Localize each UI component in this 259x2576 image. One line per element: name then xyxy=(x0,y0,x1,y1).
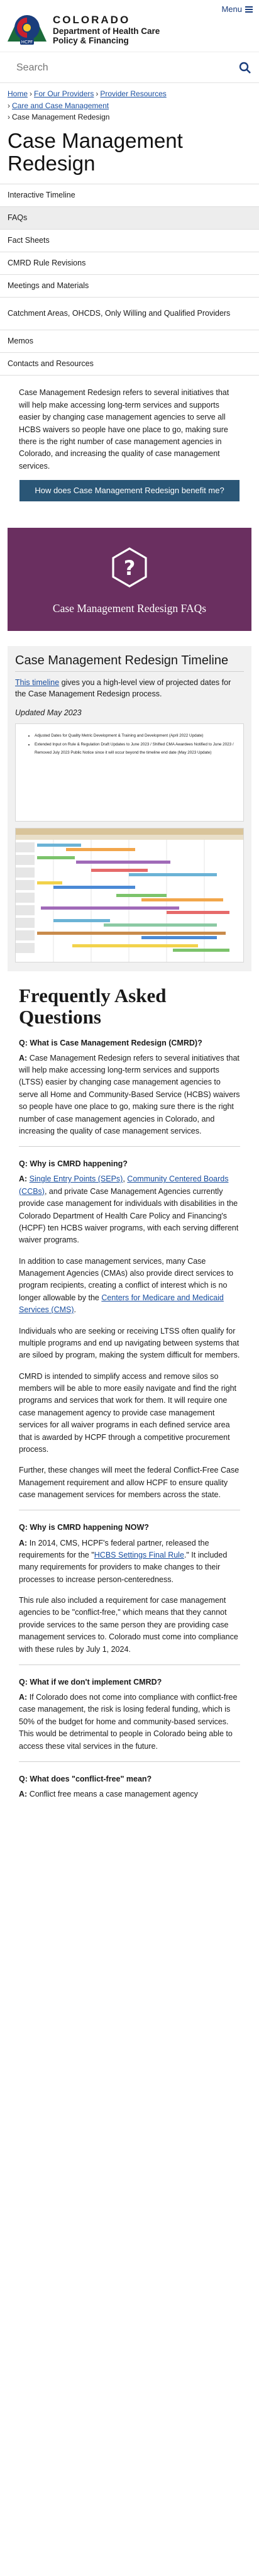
menu-label: Menu xyxy=(221,4,242,14)
breadcrumb-provider-resources[interactable]: Provider Resources xyxy=(100,89,167,98)
dept-line-2: Policy & Financing xyxy=(53,36,129,46)
breadcrumb: Home › For Our Providers › Provider Resource… xyxy=(8,89,167,122)
faq-answer-paragraph: In addition to case management services,… xyxy=(19,1256,234,1315)
faq-question: Q: What does "conflict-free" mean? xyxy=(19,1774,152,1783)
faq-answer-paragraph: Individuals who are seeking or receiving… xyxy=(19,1326,240,1360)
divider xyxy=(19,1146,240,1147)
section-nav: Interactive Timeline FAQs Fact Sheets CM… xyxy=(0,184,259,376)
faq-question: Q: Why is CMRD happening? xyxy=(19,1159,128,1169)
faq-answer: A: In 2014, CMS, HCPF's federal partner,… xyxy=(19,1538,228,1584)
colorado-logo-icon: HCPF xyxy=(6,14,48,45)
logo-badge-text: HCPF xyxy=(21,40,33,45)
breadcrumb-care-case-management[interactable]: Care and Case Management xyxy=(12,101,109,110)
faq-banner[interactable]: ? Case Management Redesign FAQs xyxy=(8,527,251,631)
nav-item-interactive-timeline[interactable]: Interactive Timeline xyxy=(0,184,259,208)
faq-answer: A: Case Management Redesign refers to se… xyxy=(19,1053,240,1135)
nav-item-cmrd-rule-revisions[interactable]: CMRD Rule Revisions xyxy=(0,252,259,276)
menu-button[interactable]: Menu xyxy=(221,4,253,16)
site-header: Menu HCPF COLORADO Department of Health … xyxy=(0,0,259,83)
breadcrumb-current: Case Management Redesign xyxy=(12,113,110,122)
timeline-note: Adjusted Dates for Quality Metric Develo… xyxy=(35,732,234,740)
state-name: COLORADO xyxy=(53,14,131,26)
faq-section: Frequently Asked Questions Q: What is Ca… xyxy=(0,971,259,1800)
timeline-gantt-image[interactable] xyxy=(15,828,244,963)
faq-question: Q: What if we don't implement CMRD? xyxy=(19,1677,162,1687)
page-title: Case Management Redesign xyxy=(8,128,183,176)
hamburger-icon xyxy=(245,5,253,14)
timeline-title: Case Management Redesign Timeline xyxy=(15,654,244,672)
faq-answer: A: Single Entry Points (SEPs), Community… xyxy=(19,1174,239,1245)
ccb-link[interactable]: Community Centered Boards (CCBs) xyxy=(19,1174,229,1196)
gantt-graphic xyxy=(16,828,243,962)
timeline-updated: Updated May 2023 xyxy=(15,708,82,718)
nav-item-memos[interactable]: Memos xyxy=(0,330,259,354)
timeline-update-notes: Adjusted Dates for Quality Metric Develo… xyxy=(15,723,244,822)
nav-item-contacts-resources[interactable]: Contacts and Resources xyxy=(0,353,259,376)
faq-answer: A: If Colorado does not come into compli… xyxy=(19,1693,238,1751)
intro-text: Case Management Redesign refers to sever… xyxy=(19,388,229,471)
nav-item-faqs[interactable]: FAQs xyxy=(0,207,259,230)
faq-banner-text: Case Management Redesign FAQs xyxy=(52,601,207,615)
timeline-link[interactable]: This timeline xyxy=(15,677,60,687)
timeline-description: This timeline gives you a high-level vie… xyxy=(15,677,231,699)
question-badge-icon: ? xyxy=(112,547,147,588)
nav-item-fact-sheets[interactable]: Fact Sheets xyxy=(0,230,259,253)
search-input[interactable] xyxy=(16,62,239,74)
intro-section: Case Management Redesign refers to sever… xyxy=(0,376,259,501)
cms-link[interactable]: Centers for Medicare and Medicaid Servic… xyxy=(19,1293,224,1315)
brand-text: COLORADO Department of Health Care Polic… xyxy=(53,14,160,46)
breadcrumb-home[interactable]: Home xyxy=(8,89,28,98)
faq-question: Q: Why is CMRD happening NOW? xyxy=(19,1523,149,1532)
benefit-me-button[interactable]: How does Case Management Redesign benefi… xyxy=(19,480,240,501)
timeline-section: Case Management Redesign Timeline This t… xyxy=(8,645,251,972)
faq-answer: A: Conflict free means a case management… xyxy=(19,1790,198,1798)
nav-item-catchment-areas[interactable]: Catchment Areas, OHCDS, Only Willing and… xyxy=(0,298,259,331)
sep-link[interactable]: Single Entry Points (SEPs) xyxy=(29,1174,123,1184)
search-bar xyxy=(0,52,259,83)
breadcrumb-for-our-providers[interactable]: For Our Providers xyxy=(34,89,94,98)
hcbs-final-rule-link[interactable]: HCBS Settings Final Rule xyxy=(94,1550,184,1559)
faq-answer-paragraph: CMRD is intended to simplify access and … xyxy=(19,1371,237,1454)
svg-text:?: ? xyxy=(124,556,136,580)
search-icon[interactable] xyxy=(239,62,251,74)
divider xyxy=(19,1761,240,1762)
faq-answer-paragraph: Further, these changes will meet the fed… xyxy=(19,1466,240,1499)
timeline-note: Extended Input on Rule & Regulation Draf… xyxy=(35,740,234,757)
brand-logo-link[interactable]: HCPF COLORADO Department of Health Care … xyxy=(6,14,253,46)
divider xyxy=(19,1664,240,1665)
faq-title: Frequently Asked Questions xyxy=(19,984,167,1029)
faq-question: Q: What is Case Management Redesign (CMR… xyxy=(19,1038,202,1047)
faq-answer-paragraph: This rule also included a requirement fo… xyxy=(19,1596,238,1654)
dept-line-1: Department of Health Care xyxy=(53,26,160,36)
nav-item-meetings-materials[interactable]: Meetings and Materials xyxy=(0,275,259,298)
